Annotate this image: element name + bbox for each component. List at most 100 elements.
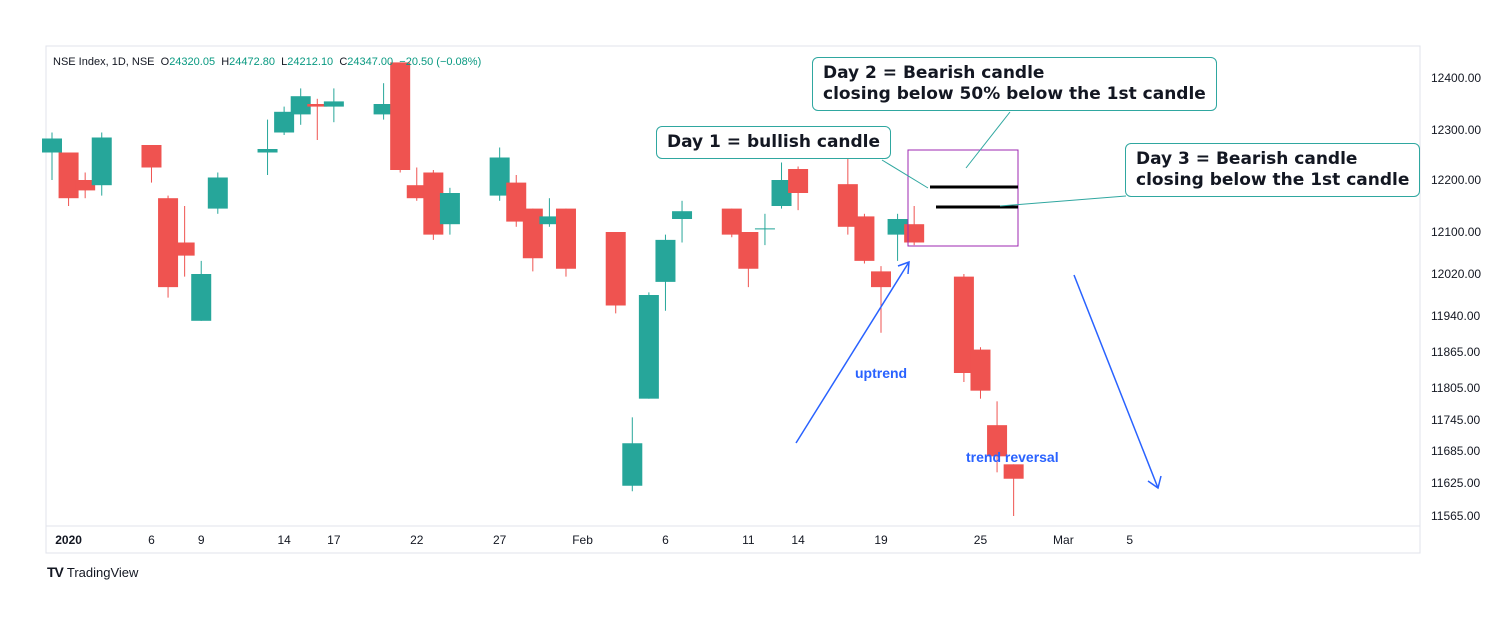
candle-body [854,216,875,261]
candle [91,132,112,196]
candles-group [42,62,1024,516]
candle-body [439,193,460,225]
candle [605,232,626,314]
candle [887,213,908,261]
candle-body [390,62,411,170]
candle [837,159,858,235]
candle [672,200,693,243]
callout-day1-text: Day 1 = bullish candle [667,132,881,152]
price-tick-label: 11745.00 [1431,413,1480,427]
callout-day3-line1: Day 3 = Bearish candle [1136,149,1358,169]
time-tick-label: Feb [572,533,593,547]
callout-day3-line2: closing below the 1st candle [1136,170,1410,190]
candle [854,213,875,264]
price-tick-label: 11805.00 [1431,381,1480,395]
legend-high-label: H [221,56,230,68]
candle [904,206,925,246]
candle [539,198,560,227]
callout-day2-line2: closing below 50% below the 1st candle [823,84,1206,104]
time-tick-label: 9 [198,533,205,547]
candle [1003,464,1024,516]
time-tick-label: 27 [493,533,507,547]
price-tick-label: 12300.00 [1431,123,1481,137]
trend-reversal-label: trend reversal [966,449,1059,465]
candle-body [323,101,344,107]
candle-body [290,96,311,115]
candle [290,88,311,125]
legend-open-label: O [160,56,170,68]
callout-pointer-day3 [999,195,1127,207]
candle [555,208,576,277]
time-tick-label: 25 [974,533,988,547]
candle-body [738,232,759,269]
candle-body [207,177,228,209]
candle-body [75,180,96,191]
time-tick-label: 11 [742,533,755,547]
time-tick-label: 5 [1126,533,1133,547]
price-axis: 12400.00 12300.00 12200.00 12100.00 12020.00… [1431,71,1481,523]
candle [373,83,394,120]
candle-body [158,198,179,288]
price-tick-label: 11685.00 [1431,444,1480,458]
time-axis: 2020 6 9 14 17 22 27 Feb 6 11 14 19 25 Mar 5 [55,533,1133,547]
candle-body [174,242,195,256]
price-tick-label: 12200.00 [1431,173,1481,187]
candle [439,187,460,235]
candle [158,195,179,298]
candle [274,106,295,135]
candle-body [58,152,79,199]
candle [506,175,527,227]
tradingview-logo[interactable]: TV TradingView [47,564,138,580]
pattern-overlays [795,111,1162,490]
ohlc-legend: NSE Index, 1D, NSE O24320.05 H24472.80 L… [53,56,481,68]
candle [638,292,659,399]
candle-body [672,211,693,219]
callout-pointer-day2 [965,111,1011,169]
candle-body [257,149,278,153]
candle-body [622,443,643,486]
candle [489,147,510,201]
candle-body [771,180,792,206]
legend-open: 24320.05 [169,56,216,68]
candle-body [605,232,626,306]
candle-body [721,208,742,235]
candle [655,234,676,311]
price-tick-label: 11940.00 [1431,309,1480,323]
candle [390,62,411,173]
reversal-arrowhead [1147,475,1162,490]
candle [58,152,79,206]
candle [75,172,96,199]
legend-close: 24347.00 [347,56,394,68]
candle-body [970,349,991,391]
candle-body [987,425,1008,457]
legend-low-label: L [281,56,288,68]
candle-body [655,239,676,282]
candle [987,401,1008,473]
candle-body [423,172,444,235]
candle-body [373,104,394,115]
time-tick-label: 19 [874,533,888,547]
candle-body [871,271,891,288]
candle-body [191,274,212,321]
candle-body [141,145,162,168]
candle-body [489,157,510,196]
candle-body [506,182,527,222]
candle-body [904,224,925,243]
uptrend-label: uptrend [855,365,908,381]
callout-day2-line1: Day 2 = Bearish candle [823,63,1045,83]
candle-body [788,169,809,193]
price-tick-label: 11625.00 [1431,476,1480,490]
candle-body [555,208,576,269]
tradingview-name: TradingView [66,564,139,580]
candle-body [837,184,858,227]
price-tick-label: 12020.00 [1431,267,1481,281]
time-tick-label: 22 [410,533,424,547]
candle [141,145,162,183]
legend-change: −20.50 (−0.08%) [399,56,482,68]
candle [754,213,775,246]
candle [42,132,62,180]
plot-border [45,45,1421,554]
callout-day3: Day 3 = Bearish candle closing below the… [1125,143,1421,197]
uptrend-arrowhead [897,260,910,275]
